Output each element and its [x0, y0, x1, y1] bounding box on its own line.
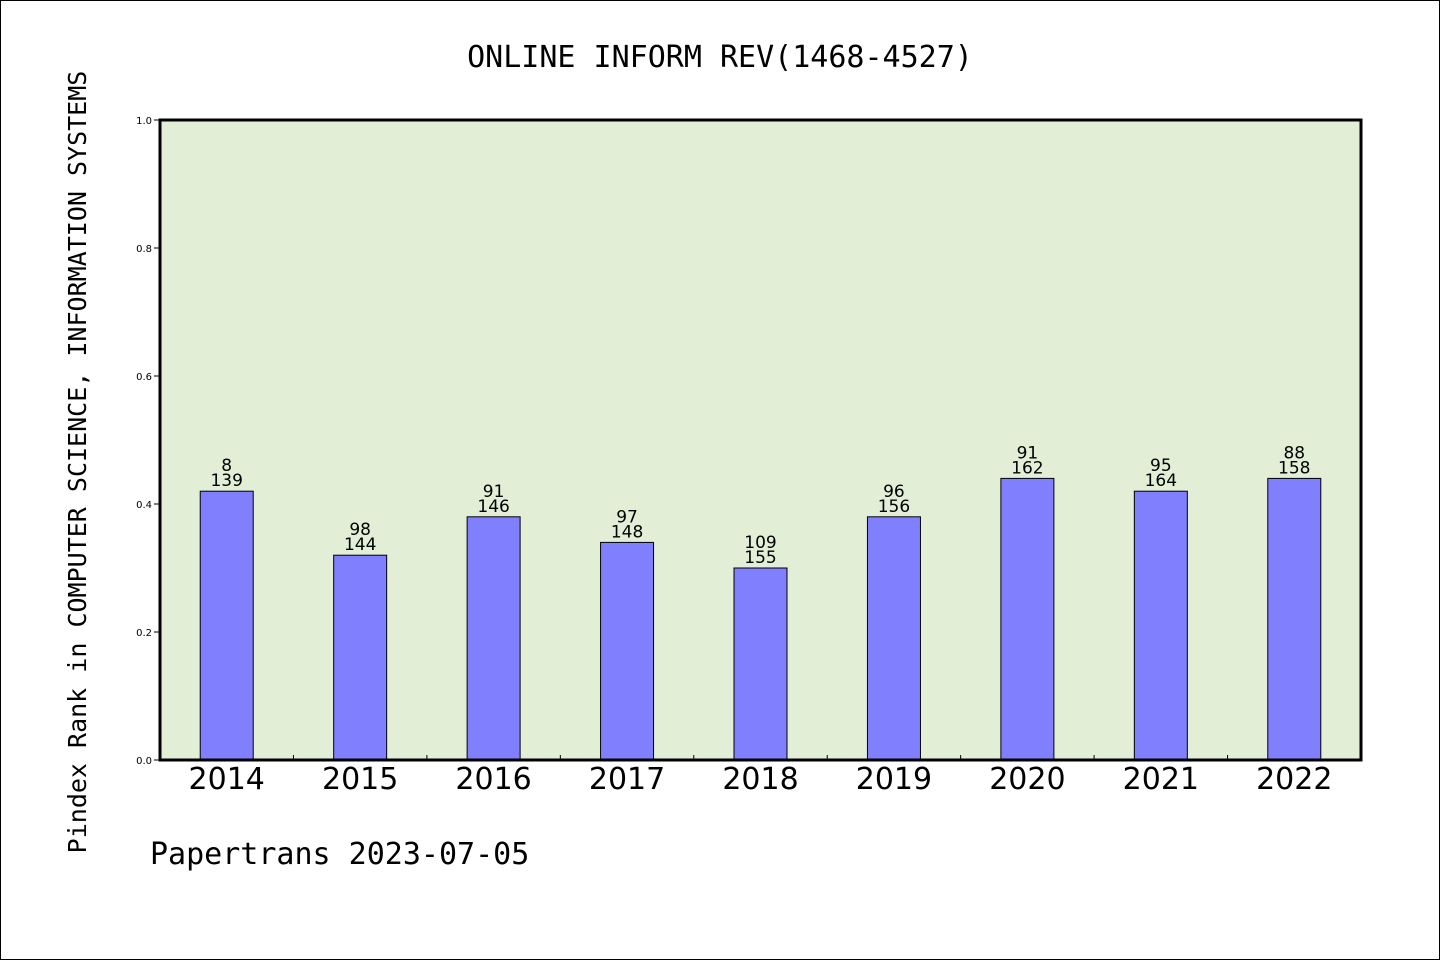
x-tick-label: 2019: [856, 762, 932, 797]
x-tick-label: 2022: [1256, 762, 1332, 797]
bar-label-bottom: 155: [744, 548, 776, 568]
bar-label-bottom: 144: [344, 535, 376, 555]
bar-label-bottom: 158: [1278, 458, 1310, 478]
bar-label-top: 96: [883, 482, 905, 502]
x-tick-label: 2017: [589, 762, 665, 797]
bar-label-bottom: 148: [611, 522, 643, 542]
bar-label-top: 109: [744, 533, 776, 553]
y-axis-ticks: 0.0 0.2 0.4 0.6 0.8 1.0: [136, 116, 160, 767]
x-tick-label: 2014: [189, 762, 265, 797]
bar-2018: [733, 567, 788, 761]
bar-2020: [1000, 477, 1055, 761]
bar-2022: [1267, 477, 1322, 761]
chart-title: ONLINE INFORM REV(1468-4527): [467, 40, 973, 75]
x-tick-label: 2020: [989, 762, 1065, 797]
bar-2019: [866, 516, 921, 761]
bar-label-bottom: 139: [210, 471, 242, 491]
bar-label-top: 91: [483, 482, 505, 502]
bar-label-top: 97: [616, 507, 638, 527]
bar-label-top: 91: [1017, 443, 1039, 463]
y-tick-label: 0.4: [136, 500, 152, 511]
plot-border: [158, 118, 1363, 762]
bar-label-top: 8: [221, 456, 232, 476]
bar-label-bottom: 164: [1145, 471, 1177, 491]
x-tick-label: 2021: [1123, 762, 1199, 797]
bar-2017: [600, 541, 655, 761]
footer-source-date: Papertrans 2023-07-05: [150, 837, 529, 872]
x-tick-label: 2015: [322, 762, 398, 797]
y-tick-label: 1.0: [136, 116, 152, 127]
bar-2015: [333, 554, 388, 761]
bar-label-top: 98: [349, 520, 371, 540]
y-tick-label: 0.2: [136, 628, 152, 639]
bar-2016: [466, 516, 521, 761]
bar-label-top: 88: [1283, 443, 1305, 463]
bar-2014: [199, 490, 254, 761]
bar-label-bottom: 146: [477, 497, 509, 517]
y-tick-label: 0.8: [136, 244, 152, 255]
x-tick-label: 2018: [722, 762, 798, 797]
x-tick-label: 2016: [455, 762, 531, 797]
y-tick-label: 0.6: [136, 372, 152, 383]
bar-label-bottom: 156: [878, 497, 910, 517]
bar-label-bottom: 162: [1011, 458, 1043, 478]
y-axis-label: Pindex Rank in COMPUTER SCIENCE, INFORMA…: [63, 71, 92, 854]
x-axis-ticks: 2014 2015 2016 2017 2018 2019 2020 2021 2022: [189, 755, 1332, 797]
bar-2021: [1133, 490, 1188, 761]
bar-label-top: 95: [1150, 456, 1172, 476]
y-tick-label: 0.0: [136, 756, 152, 767]
